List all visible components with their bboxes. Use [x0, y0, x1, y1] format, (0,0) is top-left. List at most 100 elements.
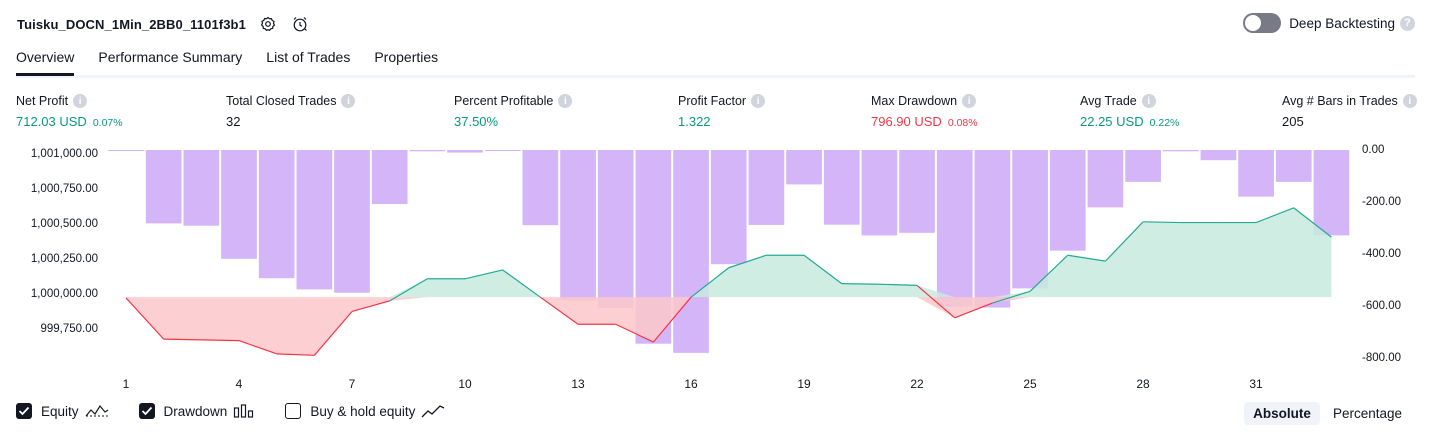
drawdown-bar — [861, 150, 898, 236]
metric-value: 712.03 USD — [16, 114, 87, 129]
metric-value: 796.90 USD — [871, 114, 942, 129]
metric-percent-profitable: Percent Profitable i 37.50% — [454, 93, 573, 129]
drawdown-bar — [560, 150, 596, 301]
legend-buy-hold[interactable]: Buy & hold equity — [285, 403, 445, 419]
drawdown-bar — [1049, 150, 1086, 251]
info-icon[interactable]: i — [341, 94, 356, 108]
metric-label: Total Closed Trades — [226, 94, 337, 108]
drawdown-bar — [334, 150, 370, 293]
legend-label: Equity — [41, 403, 79, 419]
drawdown-bar — [296, 150, 333, 290]
drawdown-bar — [1313, 150, 1350, 236]
legend-label: Drawdown — [163, 403, 228, 419]
equity-line-segment — [540, 296, 579, 325]
drawdown-bar — [258, 150, 295, 279]
drawdown-bar — [145, 150, 182, 224]
metric-avg-trade: Avg Trade i 22.25 USD 0.22% — [1080, 93, 1179, 129]
equity-line-segment — [201, 339, 240, 342]
legend-label: Buy & hold equity — [310, 403, 416, 419]
metric-label: Avg # Bars in Trades — [1282, 94, 1398, 108]
equity-line-segment — [1104, 221, 1144, 262]
tab-overview[interactable]: Overview — [16, 46, 75, 76]
metric-profit-factor: Profit Factor i 1.322 — [678, 93, 766, 129]
equity-line-segment — [125, 297, 165, 340]
legend-drawdown[interactable]: Drawdown — [138, 403, 256, 419]
equity-line-segment — [652, 296, 692, 343]
right-axis-tick: -400.00 — [1362, 248, 1402, 260]
drawdown-bar — [1087, 150, 1124, 208]
left-axis-tick: 1,000,750.00 — [30, 183, 98, 195]
metric-value: 1.322 — [678, 114, 711, 129]
drawdown-bar — [1125, 150, 1161, 182]
absolute-mode-button[interactable]: Absolute — [1244, 402, 1320, 425]
left-axis-tick: 999,750.00 — [40, 323, 98, 335]
info-icon[interactable]: i — [558, 94, 573, 108]
deep-backtesting-control: Deep Backtesting ? — [1243, 13, 1415, 33]
drawdown-bar — [748, 150, 785, 225]
equity-line-icon — [85, 404, 109, 418]
info-icon[interactable]: i — [751, 94, 766, 108]
deep-backtesting-toggle[interactable] — [1243, 13, 1282, 33]
equity-line-segment — [238, 340, 277, 355]
left-axis-tick: 1,001,000.00 — [30, 148, 98, 160]
metric-percent: 0.08% — [947, 117, 978, 129]
tab-list-of-trades[interactable]: List of Trades — [266, 49, 351, 65]
metric-avg-bars-in-trades: Avg # Bars in Trades i 205 — [1282, 93, 1417, 129]
help-icon[interactable]: ? — [1400, 15, 1415, 31]
x-axis-tick: 28 — [1136, 377, 1150, 391]
equity-line-segment — [803, 254, 843, 285]
equity-line-segment — [690, 267, 730, 298]
drawdown-bar — [673, 150, 709, 353]
metric-percent: 0.07% — [92, 117, 123, 129]
metric-label: Avg Trade — [1080, 94, 1137, 108]
equity-line-segment — [389, 278, 428, 302]
right-axis-tick: 0.00 — [1362, 144, 1385, 156]
equity-line-segment — [163, 338, 202, 341]
x-axis-tick: 25 — [1023, 377, 1037, 391]
equity-checkbox[interactable] — [16, 403, 32, 419]
equity-line-segment — [992, 290, 1031, 304]
x-axis-tick: 19 — [797, 377, 811, 391]
drawdown-bar — [974, 150, 1011, 308]
drawdown-bar — [786, 150, 822, 185]
left-axis-tick: 1,000,000.00 — [30, 288, 98, 300]
info-icon[interactable]: i — [1141, 94, 1156, 108]
legend-equity[interactable]: Equity — [16, 403, 109, 419]
metric-value: 205 — [1282, 114, 1304, 129]
drawdown-checkbox[interactable] — [138, 403, 155, 419]
strategy-title: Tuisku_DOCN_1Min_2BB0_1101f3b1 — [17, 16, 246, 32]
metric-max-drawdown: Max Drawdown i 796.90 USD 0.08% — [871, 93, 978, 129]
drawdown-bar — [1162, 150, 1199, 152]
right-axis-tick: -800.00 — [1362, 352, 1402, 364]
settings-icon[interactable] — [258, 14, 278, 34]
display-mode-switch: Absolute Percentage — [1240, 402, 1411, 425]
right-axis-tick: -600.00 — [1362, 300, 1402, 312]
x-axis-tick: 31 — [1249, 377, 1263, 391]
x-axis-tick: 13 — [571, 377, 585, 391]
tab-bar: Overview Performance Summary List of Tra… — [16, 46, 1415, 78]
equity-line-segment — [1029, 254, 1069, 292]
equity-line-segment — [1067, 254, 1106, 262]
drawdown-bar — [522, 150, 559, 226]
equity-line-segment — [1255, 207, 1294, 224]
tab-properties[interactable]: Properties — [374, 49, 439, 65]
tab-performance-summary[interactable]: Performance Summary — [98, 49, 243, 65]
info-icon[interactable]: i — [1402, 94, 1417, 108]
chart-legend: Equity Drawdown Buy & hold equity — [16, 403, 475, 419]
metric-label: Profit Factor — [678, 94, 747, 108]
x-axis-tick: 7 — [348, 377, 356, 391]
drawdown-bar — [183, 150, 220, 226]
metric-percent: 0.22% — [1149, 117, 1180, 129]
metric-total-closed-trades: Total Closed Trades i 32 — [226, 93, 356, 129]
percentage-mode-button[interactable]: Percentage — [1332, 406, 1402, 421]
metric-net-profit: Net Profit i 712.03 USD 0.07% — [16, 93, 123, 129]
drawdown-bar — [936, 150, 973, 307]
info-icon[interactable]: i — [962, 94, 977, 108]
drawdown-bar — [597, 150, 634, 309]
alert-clock-icon[interactable] — [290, 14, 310, 34]
drawdown-bar — [899, 150, 935, 233]
info-icon[interactable]: i — [73, 94, 88, 108]
buy-hold-checkbox[interactable] — [285, 403, 302, 419]
x-axis-tick: 4 — [235, 377, 243, 391]
